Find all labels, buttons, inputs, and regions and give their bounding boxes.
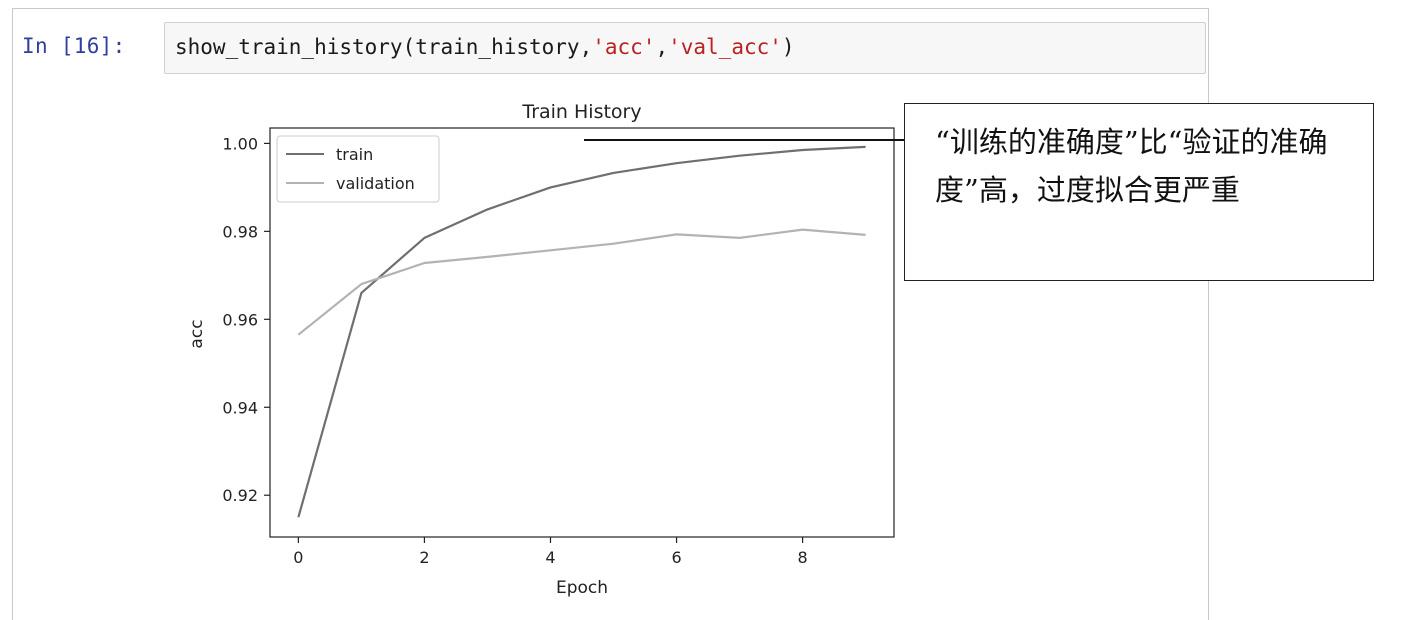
chart-title: Train History — [521, 101, 641, 123]
y-axis-label: acc — [187, 319, 207, 348]
y-tick-label: 0.98 — [222, 222, 258, 241]
code-input[interactable]: show_train_history(train_history,'acc','… — [164, 22, 1206, 74]
y-tick-label: 0.94 — [222, 398, 258, 417]
series-line-validation — [297, 228, 866, 336]
y-tick-label: 0.96 — [222, 310, 258, 329]
code-arg-acc: 'acc' — [592, 35, 656, 59]
x-tick-label: 2 — [419, 548, 429, 567]
cell-output: 0.92 0.94 0.96 0.98 1.00 0 2 4 6 8 Train History… — [164, 84, 1204, 614]
cell-prompt: In [16]: — [22, 34, 126, 58]
series-group — [297, 145, 866, 518]
x-axis-ticks: 0 2 4 6 8 — [293, 537, 808, 567]
y-tick-label: 0.92 — [222, 486, 258, 505]
legend-train-label: train — [336, 145, 373, 164]
code-comma: , — [655, 35, 669, 59]
annotation-text: “训练的准确度”比“验证的准确度”高，过度拟合更严重 — [935, 125, 1328, 207]
legend-box — [276, 135, 440, 203]
x-axis-label: Epoch — [556, 578, 608, 598]
series-line-train — [297, 145, 866, 518]
annotation-callout: “训练的准确度”比“验证的准确度”高，过度拟合更严重 — [904, 103, 1374, 281]
y-tick-label: 1.00 — [222, 134, 258, 153]
code-text[interactable]: show_train_history(train_history,'acc','… — [175, 35, 795, 59]
code-function-call: show_train_history(train_history, — [175, 35, 593, 59]
chart-legend: train validation — [276, 135, 440, 203]
x-tick-label: 0 — [293, 548, 303, 567]
x-tick-label: 8 — [798, 548, 808, 567]
annotation-pointer-line — [584, 139, 906, 141]
y-axis-ticks: 0.92 0.94 0.96 0.98 1.00 — [222, 134, 270, 505]
train-history-chart: 0.92 0.94 0.96 0.98 1.00 0 2 4 6 8 Train History… — [187, 101, 895, 598]
x-tick-label: 6 — [671, 548, 681, 567]
x-tick-label: 4 — [545, 548, 555, 567]
code-close-paren: ) — [781, 35, 795, 59]
code-arg-val-acc: 'val_acc' — [668, 35, 782, 59]
legend-validation-label: validation — [336, 174, 415, 193]
